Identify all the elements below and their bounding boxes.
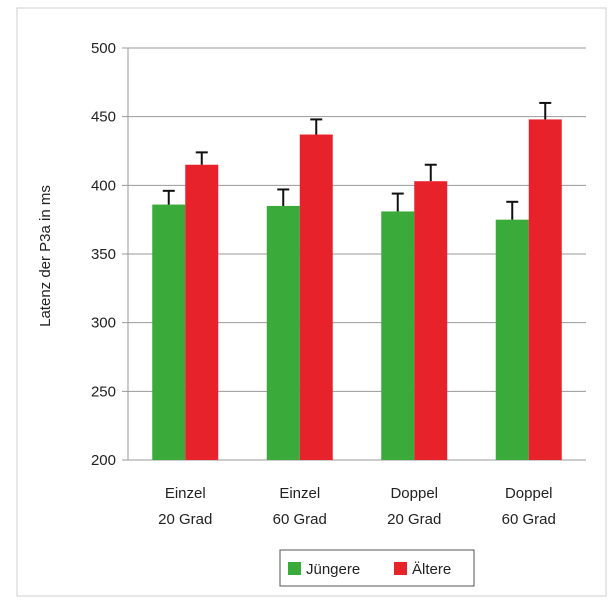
bar-aeltere-3 (528, 119, 562, 460)
legend-label-aeltere: Ältere (412, 561, 451, 578)
x-category-label: Einzel (279, 485, 320, 502)
y-tick-label: 300 (91, 315, 116, 332)
legend-box (279, 549, 475, 587)
y-axis-ticks: 200 250 300 350 400 450 500 (91, 40, 116, 469)
y-tick-label: 450 (91, 109, 116, 126)
x-category-label: 20 Grad (387, 511, 441, 528)
y-tick-label: 200 (91, 452, 116, 469)
y-axis-title: Latenz der P3a in ms (37, 185, 54, 327)
bar-juengere-2 (381, 211, 415, 460)
x-category-label: 20 Grad (158, 511, 212, 528)
x-category-label: Doppel (390, 485, 438, 502)
bars (152, 119, 562, 461)
x-axis-categories: Einzel 20 Grad Einzel 60 Grad Doppel 20 Grad D… (158, 485, 556, 528)
legend-label-juengere: Jüngere (306, 561, 360, 578)
bar-juengere-1 (266, 205, 300, 460)
bar-juengere-3 (495, 219, 529, 460)
x-category-label: 60 Grad (273, 511, 327, 528)
x-category-label: 60 Grad (502, 511, 556, 528)
y-tick-label: 350 (91, 246, 116, 263)
error-bars (162, 101, 552, 220)
y-tick-label: 500 (91, 40, 116, 57)
legend-swatch-aeltere (394, 562, 407, 575)
x-category-label: Doppel (505, 485, 553, 502)
legend: Jüngere Ältere (279, 549, 475, 587)
bar-aeltere-2 (414, 181, 448, 461)
y-tick-label: 250 (91, 383, 116, 400)
bar-juengere-0 (152, 204, 186, 460)
x-category-label: Einzel (165, 485, 206, 502)
bar-aeltere-0 (185, 164, 219, 460)
legend-swatch-juengere (288, 562, 301, 575)
bar-aeltere-1 (299, 134, 333, 460)
y-tick-label: 400 (91, 177, 116, 194)
